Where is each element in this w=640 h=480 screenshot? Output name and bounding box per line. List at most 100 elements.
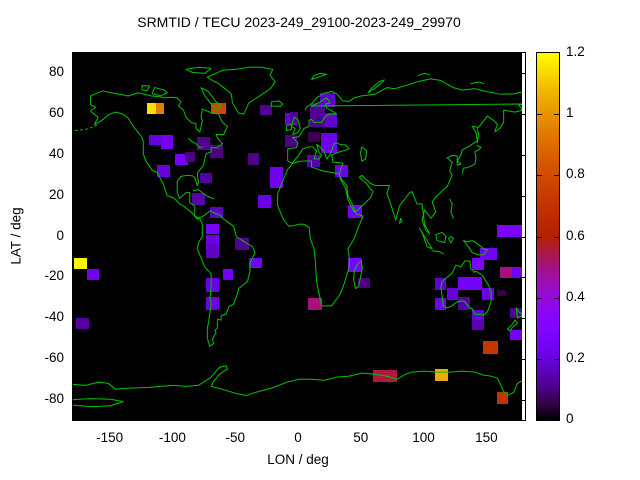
data-cell — [509, 330, 524, 341]
data-cell — [482, 287, 494, 301]
colorbar-tick — [554, 359, 559, 360]
colorbar-tick-label: 0.2 — [566, 349, 585, 365]
data-cell — [348, 257, 362, 273]
colorbar — [536, 52, 560, 421]
data-cell — [223, 269, 233, 281]
data-cell — [334, 165, 348, 178]
colorbar-tick — [537, 114, 542, 115]
data-cell — [86, 269, 99, 281]
data-cell — [206, 224, 220, 235]
x-tick-label: -150 — [96, 430, 124, 445]
data-cell — [497, 289, 507, 297]
data-cell — [307, 297, 322, 310]
y-tick-label: 40 — [48, 145, 64, 161]
data-cell — [235, 237, 249, 251]
y-tick-label: -60 — [44, 349, 64, 365]
data-cell — [307, 131, 320, 142]
data-cell — [325, 113, 338, 128]
colorbar-tick — [554, 237, 559, 238]
colorbar-tick — [554, 175, 559, 176]
data-cell — [457, 277, 482, 291]
data-cell — [75, 318, 89, 330]
y-axis-tick — [520, 277, 525, 278]
colorbar-tick — [554, 114, 559, 115]
data-cell — [260, 105, 272, 116]
data-cell — [310, 103, 326, 128]
data-cell — [496, 225, 524, 238]
data-cell — [157, 165, 171, 178]
y-axis-tick — [520, 359, 525, 360]
y-axis-tick — [520, 196, 525, 197]
data-cells-layer — [73, 53, 525, 420]
x-axis-title: LON / deg — [267, 452, 329, 467]
data-cell — [482, 340, 498, 354]
plot-title: SRMTID / TECU 2023-249_29100-2023-249_29… — [137, 14, 461, 30]
data-cell — [206, 244, 220, 259]
data-cell — [511, 267, 523, 279]
x-tick-label: -50 — [225, 430, 245, 445]
data-cell — [74, 257, 88, 269]
data-cell — [199, 173, 212, 184]
colorbar-tick-label: 0 — [566, 411, 574, 426]
y-tick-label: 60 — [48, 105, 64, 121]
x-tick-label: -100 — [158, 430, 186, 445]
x-tick-label: 50 — [353, 430, 369, 445]
y-tick-label: -80 — [44, 390, 64, 406]
colorbar-tick — [554, 298, 559, 299]
data-cell — [248, 257, 262, 269]
data-cell — [155, 103, 165, 114]
y-axis-tick — [520, 400, 525, 401]
y-axis-tick — [520, 73, 525, 74]
y-tick-label: 20 — [48, 186, 64, 202]
data-cell — [206, 277, 220, 293]
y-axis-tick — [520, 237, 525, 238]
data-cell — [285, 134, 298, 147]
y-tick-label: -40 — [44, 309, 64, 325]
colorbar-tick — [537, 298, 542, 299]
data-cell — [257, 194, 272, 208]
y-axis-tick — [520, 114, 525, 115]
colorbar-tick-label: 1 — [566, 105, 574, 121]
data-cell — [472, 309, 484, 321]
y-tick-label: 80 — [48, 64, 64, 80]
colorbar-tick-label: 0.6 — [566, 227, 585, 243]
colorbar-tick-label: 0.4 — [566, 288, 585, 304]
data-cell — [479, 247, 497, 261]
data-cell — [306, 154, 321, 168]
data-cell — [192, 192, 206, 205]
data-cell — [149, 134, 161, 145]
data-cell — [472, 320, 484, 331]
data-cell — [197, 136, 211, 150]
data-cell — [434, 297, 447, 310]
colorbar-tick — [537, 237, 542, 238]
data-cell — [447, 287, 459, 301]
world-coastline-map — [73, 53, 525, 420]
data-cell — [496, 391, 509, 404]
x-tick-label: 150 — [475, 430, 498, 445]
data-cell — [472, 257, 484, 271]
data-cell — [499, 267, 512, 279]
data-cell — [147, 103, 156, 114]
y-axis-tick — [520, 318, 525, 319]
data-cell — [457, 297, 470, 311]
colorbar-tick-label: 1.2 — [566, 44, 585, 59]
x-tick-label: 0 — [294, 430, 302, 445]
colorbar-tick-label: 0.8 — [566, 166, 585, 182]
colorbar-tick — [537, 359, 542, 360]
data-cell — [247, 152, 260, 166]
right-edge-gap — [522, 53, 525, 420]
data-cell — [209, 206, 224, 218]
colorbar-tick — [537, 175, 542, 176]
data-cell — [358, 277, 370, 289]
data-cell — [434, 277, 447, 291]
data-cell — [206, 297, 220, 311]
right-axis-ticks — [73, 53, 525, 420]
x-tick-label: 100 — [412, 430, 435, 445]
data-cell — [184, 151, 195, 163]
y-tick-label: -20 — [44, 268, 64, 284]
data-cell — [160, 134, 173, 149]
data-cell — [270, 167, 284, 188]
data-cell — [206, 234, 220, 245]
y-tick-label: 0 — [56, 227, 64, 243]
